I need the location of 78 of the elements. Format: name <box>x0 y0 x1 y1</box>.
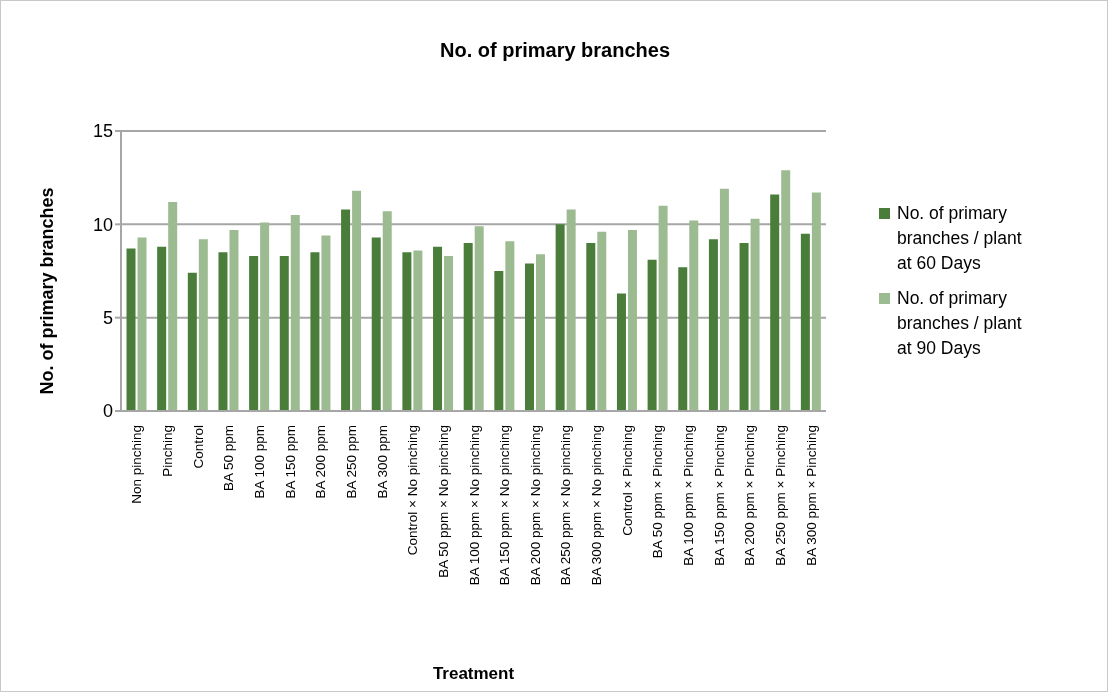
bar <box>586 243 596 411</box>
bar <box>249 256 259 411</box>
x-tick-label: BA 100 ppm × Pinching <box>680 425 696 566</box>
x-tick-label: BA 250 ppm <box>343 425 359 499</box>
bar <box>627 229 637 411</box>
x-tick-label: BA 150 ppm × Pinching <box>711 425 727 566</box>
bar <box>647 259 657 411</box>
x-tick-label: BA 100 ppm × No pinching <box>466 425 481 586</box>
x-tick-label: BA 100 ppm <box>251 425 267 499</box>
bar <box>494 271 504 411</box>
bar <box>382 211 392 411</box>
bar <box>218 252 228 411</box>
chart-title: No. of primary branches <box>439 39 671 61</box>
bar <box>168 201 178 411</box>
x-tick-label: BA 300 ppm <box>374 425 390 499</box>
x-tick-label: BA 150 ppm <box>282 425 298 499</box>
x-tick-label: BA 50 ppm × No pinching <box>435 425 451 578</box>
x-tick-label: BA 250 ppm × No pinching <box>557 425 573 586</box>
x-tick-label: BA 300 ppm × No pinching <box>588 425 604 586</box>
bar <box>811 192 821 411</box>
bar <box>616 293 626 411</box>
bar <box>525 263 534 411</box>
x-tick-label: Control <box>190 425 206 469</box>
bar <box>678 267 688 411</box>
bar <box>279 256 289 411</box>
legend-label: No. of primary branches / plant at 60 Days <box>897 203 1022 273</box>
bar <box>371 237 381 411</box>
bar <box>555 224 565 411</box>
x-tick-label: BA 200 ppm × Pinching <box>741 425 757 566</box>
bar <box>352 190 362 411</box>
bar <box>341 209 351 411</box>
x-tick-label: BA 50 ppm <box>220 425 236 492</box>
x-tick-label: BA 50 ppm × Pinching <box>649 425 665 559</box>
x-tick-label: Control × Pinching <box>619 425 635 536</box>
x-tick-label: Pinching <box>159 425 175 477</box>
bar <box>719 188 729 411</box>
bar <box>800 233 810 411</box>
bar <box>781 170 791 411</box>
bar <box>463 243 473 411</box>
y-tick-label: 10 <box>92 214 113 235</box>
bar <box>750 218 760 411</box>
x-tick-label: Control × No pinching <box>404 425 420 556</box>
bar <box>187 272 197 411</box>
bar <box>137 237 147 411</box>
x-tick-label: BA 150 ppm × No pinching <box>496 425 512 586</box>
x-tick-label: BA 250 ppm × Pinching <box>772 425 788 566</box>
bar <box>474 226 484 411</box>
bar <box>505 241 515 411</box>
bar <box>770 194 780 411</box>
bar <box>566 209 576 411</box>
x-tick-label: BA 200 ppm <box>312 425 328 499</box>
bar <box>444 256 454 411</box>
bar <box>321 235 331 411</box>
x-tick-label: BA 200 ppm × No pinching <box>527 425 543 586</box>
x-tick-label: Non pinching <box>128 425 144 504</box>
bar <box>708 239 718 411</box>
bar <box>157 246 167 411</box>
bar <box>739 243 749 411</box>
bar <box>126 248 136 411</box>
x-axis-title: Treatment <box>432 664 515 683</box>
bar <box>290 215 300 411</box>
bar <box>310 252 320 411</box>
bar <box>689 220 699 411</box>
bar <box>536 254 545 411</box>
legend-label: No. of primary branches / plant at 90 Days <box>897 288 1022 358</box>
y-tick-label: 15 <box>92 121 113 142</box>
y-tick-label: 0 <box>102 401 113 422</box>
bar <box>229 229 239 411</box>
y-tick-label: 5 <box>102 308 113 329</box>
bar <box>260 222 270 411</box>
x-tick-label: BA 300 ppm × Pinching <box>803 425 819 566</box>
bar <box>402 252 412 411</box>
bar <box>597 231 607 411</box>
bar <box>433 246 443 411</box>
bar <box>413 250 423 411</box>
bar <box>198 239 208 411</box>
y-axis-title: No. of primary branches <box>37 187 57 395</box>
bar <box>658 205 668 411</box>
